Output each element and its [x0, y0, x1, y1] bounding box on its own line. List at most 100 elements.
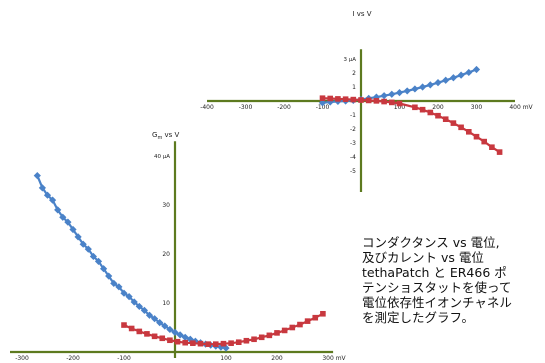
data-point [120, 289, 128, 297]
data-point [54, 206, 62, 214]
series-line [36, 175, 227, 350]
data-point [388, 90, 396, 98]
data-point [442, 76, 450, 84]
data-point [145, 311, 154, 319]
data-point [33, 172, 41, 180]
data-point [373, 98, 380, 104]
data-point [144, 331, 150, 337]
data-point [350, 96, 357, 103]
data-point [496, 149, 503, 155]
data-point [74, 233, 82, 241]
data-point [319, 95, 326, 101]
y-tick-label: 20 [162, 251, 170, 258]
data-point [235, 339, 242, 345]
x-tick-label: -300 [15, 355, 29, 362]
data-point [365, 97, 372, 104]
y-tick-label: -5 [350, 168, 356, 175]
data-point [171, 328, 179, 336]
y-tick-label: -3 [350, 140, 356, 147]
data-point [228, 340, 234, 346]
y-tick-label: 2 [352, 70, 356, 77]
data-point [136, 328, 143, 335]
data-point [419, 106, 426, 113]
data-point [281, 327, 288, 334]
x-tick-label: -100 [117, 355, 131, 362]
y-tick-label: 30 [162, 202, 170, 209]
data-point [450, 120, 457, 126]
data-point [166, 325, 174, 334]
data-point [182, 339, 188, 346]
chart-title: Gm vs V [152, 131, 180, 141]
caption-line: tethaPatch と ER466 ポ [362, 265, 507, 280]
y-tick-label: 40 μA [154, 154, 170, 160]
data-point [335, 96, 341, 102]
caption-line: を測定したグラフ。 [362, 310, 475, 325]
y-tick-label: -2 [350, 126, 356, 133]
x-tick-label: -200 [66, 355, 80, 362]
iv-chart: I vs V -400 -300 -200 -100 100 200 300 400 mV 3 μ… [200, 10, 534, 192]
data-point [125, 293, 133, 301]
data-point [312, 314, 319, 321]
data-point [135, 302, 143, 311]
caption-line: 及びカレント vs 電位 [362, 250, 484, 265]
data-point [38, 184, 46, 192]
data-point [205, 341, 211, 347]
data-point [121, 322, 127, 328]
data-point [274, 330, 280, 336]
data-point [190, 340, 196, 346]
data-point [43, 191, 52, 199]
data-point [412, 104, 418, 111]
data-point [181, 333, 189, 341]
x-tick-label: -400 [200, 104, 214, 111]
x-tick-label: -300 [239, 104, 253, 111]
data-point [465, 68, 473, 77]
data-point [128, 325, 135, 332]
data-point [115, 283, 123, 291]
y-tick-label: 10 [162, 300, 170, 307]
data-point [84, 245, 92, 253]
data-point [389, 99, 395, 106]
data-point [167, 337, 173, 344]
caption-line: 電位依存性イオンチャネル [362, 295, 512, 310]
caption-line: コンダクタンス vs 電位, [362, 235, 500, 250]
x-tick-label: 300 [471, 104, 483, 111]
data-point [161, 322, 169, 330]
data-point [304, 318, 311, 324]
x-tick-label: 300 mV [322, 355, 346, 362]
data-point [466, 129, 472, 135]
data-point [176, 331, 184, 339]
chart-title: I vs V [352, 10, 371, 18]
data-point [105, 272, 113, 280]
data-point [174, 338, 181, 345]
caption: コンダクタンス vs 電位, 及びカレント vs 電位 tethaPatch と… [362, 235, 545, 325]
data-point [318, 99, 327, 107]
data-point [151, 315, 159, 323]
data-point [220, 340, 227, 347]
data-point [411, 85, 419, 93]
y-tick-label: -1 [350, 112, 356, 119]
x-tick-label: -100 [316, 104, 330, 111]
x-tick-label: 100 [394, 104, 406, 111]
data-point [258, 334, 265, 341]
data-point [481, 138, 487, 145]
data-point [342, 96, 349, 102]
data-point [435, 112, 441, 119]
data-point [419, 83, 427, 91]
data-point [159, 335, 166, 342]
data-point [489, 144, 495, 150]
x-tick-label: 200 [432, 104, 444, 111]
data-point [156, 319, 164, 327]
data-point [49, 196, 57, 204]
data-point [449, 74, 457, 82]
data-point [458, 124, 464, 131]
data-point [403, 87, 411, 95]
data-point [69, 225, 77, 234]
x-tick-label: 100 [220, 355, 232, 362]
data-point [251, 336, 257, 343]
data-point [243, 337, 250, 344]
data-point [381, 98, 387, 105]
data-point [457, 71, 465, 79]
data-point [426, 81, 434, 89]
data-point [197, 340, 204, 347]
